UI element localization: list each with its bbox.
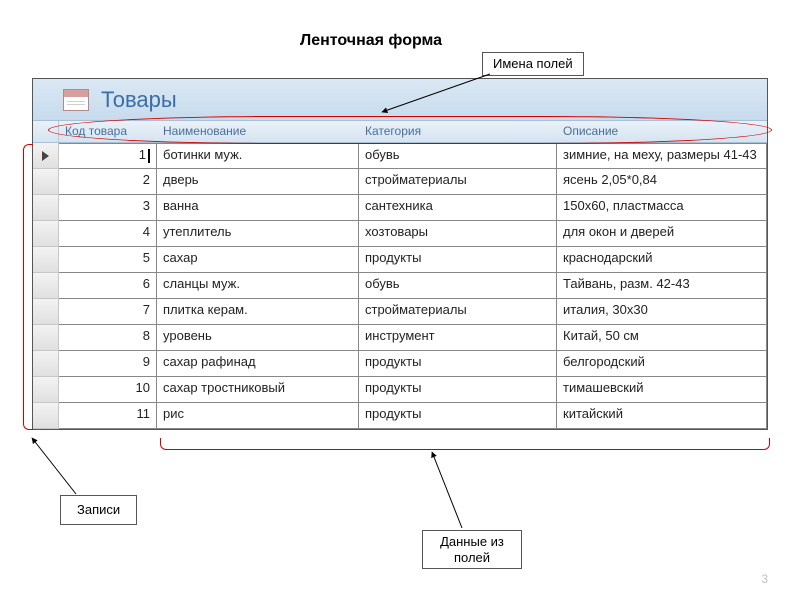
callout-field-names: Имена полей [482, 52, 584, 76]
column-header-row: Код товара Наименование Категория Описан… [33, 121, 767, 143]
cell-id[interactable]: 7 [59, 299, 157, 325]
cell-id[interactable]: 9 [59, 351, 157, 377]
cell-category[interactable]: продукты [359, 377, 557, 403]
page-number: 3 [761, 572, 768, 586]
row-selector[interactable] [33, 195, 59, 221]
form-window: Товары Код товара Наименование Категория… [32, 78, 768, 430]
cell-name[interactable]: сланцы муж. [157, 273, 359, 299]
page-title: Ленточная форма [300, 32, 442, 50]
cell-category[interactable]: продукты [359, 247, 557, 273]
table-row[interactable]: 8уровеньинструментКитай, 50 см [33, 325, 767, 351]
cell-category[interactable]: продукты [359, 403, 557, 429]
cell-description[interactable]: Тайвань, разм. 42-43 [557, 273, 767, 299]
table-row[interactable]: 9сахар рафинадпродуктыбелгородский [33, 351, 767, 377]
rows-container: 1ботинки муж.обувьзимние, на меху, разме… [33, 143, 767, 429]
cell-description[interactable]: 150х60, пластмасса [557, 195, 767, 221]
annotation-data-bracket [160, 438, 770, 450]
row-selector[interactable] [33, 299, 59, 325]
cell-name[interactable]: ботинки муж. [157, 143, 359, 169]
row-selector[interactable] [33, 403, 59, 429]
cell-description[interactable]: тимашевский [557, 377, 767, 403]
cell-id[interactable]: 5 [59, 247, 157, 273]
cell-name[interactable]: утеплитель [157, 221, 359, 247]
form-title: Товары [101, 87, 177, 113]
callout-records: Записи [60, 495, 137, 525]
table-row[interactable]: 2дверьстройматериалыясень 2,05*0,84 [33, 169, 767, 195]
cell-category[interactable]: обувь [359, 143, 557, 169]
cell-category[interactable]: обувь [359, 273, 557, 299]
row-selector[interactable] [33, 247, 59, 273]
current-row-indicator-icon [42, 151, 49, 161]
cell-description[interactable]: Китай, 50 см [557, 325, 767, 351]
cell-name[interactable]: сахар рафинад [157, 351, 359, 377]
cell-name[interactable]: рис [157, 403, 359, 429]
table-row[interactable]: 4утеплительхозтоварыдля окон и дверей [33, 221, 767, 247]
table-row[interactable]: 6сланцы муж.обувьТайвань, разм. 42-43 [33, 273, 767, 299]
cell-name[interactable]: сахар [157, 247, 359, 273]
cell-category[interactable]: инструмент [359, 325, 557, 351]
selector-header [33, 121, 59, 142]
row-selector[interactable] [33, 351, 59, 377]
cell-description[interactable]: китайский [557, 403, 767, 429]
callout-field-data: Данные из полей [422, 530, 522, 569]
cell-category[interactable]: сантехника [359, 195, 557, 221]
cell-id[interactable]: 4 [59, 221, 157, 247]
text-cursor-icon [148, 149, 150, 163]
cell-description[interactable]: ясень 2,05*0,84 [557, 169, 767, 195]
table-row[interactable]: 5сахарпродуктыкраснодарский [33, 247, 767, 273]
cell-id[interactable]: 1 [59, 143, 157, 169]
cell-id[interactable]: 6 [59, 273, 157, 299]
table-row[interactable]: 3ваннасантехника150х60, пластмасса [33, 195, 767, 221]
cell-id[interactable]: 2 [59, 169, 157, 195]
row-selector[interactable] [33, 325, 59, 351]
col-header-description[interactable]: Описание [557, 121, 767, 142]
cell-name[interactable]: сахар тростниковый [157, 377, 359, 403]
cell-id[interactable]: 11 [59, 403, 157, 429]
row-selector[interactable] [33, 169, 59, 195]
datasheet-icon [63, 89, 89, 111]
form-header: Товары [33, 79, 767, 121]
cell-description[interactable]: белгородский [557, 351, 767, 377]
col-header-id[interactable]: Код товара [59, 121, 157, 142]
row-selector[interactable] [33, 221, 59, 247]
table-row[interactable]: 7плитка керам.стройматериалыиталия, 30х3… [33, 299, 767, 325]
col-header-name[interactable]: Наименование [157, 121, 359, 142]
cell-description[interactable]: италия, 30х30 [557, 299, 767, 325]
cell-name[interactable]: ванна [157, 195, 359, 221]
col-header-category[interactable]: Категория [359, 121, 557, 142]
cell-id[interactable]: 10 [59, 377, 157, 403]
cell-name[interactable]: плитка керам. [157, 299, 359, 325]
cell-category[interactable]: хозтовары [359, 221, 557, 247]
cell-id[interactable]: 8 [59, 325, 157, 351]
row-selector[interactable] [33, 143, 59, 169]
cell-name[interactable]: уровень [157, 325, 359, 351]
cell-category[interactable]: стройматериалы [359, 299, 557, 325]
cell-category[interactable]: стройматериалы [359, 169, 557, 195]
cell-category[interactable]: продукты [359, 351, 557, 377]
row-selector[interactable] [33, 377, 59, 403]
cell-id[interactable]: 3 [59, 195, 157, 221]
cell-description[interactable]: зимние, на меху, размеры 41-43 [557, 143, 767, 169]
table-row[interactable]: 11риспродуктыкитайский [33, 403, 767, 429]
row-selector[interactable] [33, 273, 59, 299]
cell-description[interactable]: краснодарский [557, 247, 767, 273]
cell-name[interactable]: дверь [157, 169, 359, 195]
table-row[interactable]: 10сахар тростниковыйпродуктытимашевский [33, 377, 767, 403]
cell-description[interactable]: для окон и дверей [557, 221, 767, 247]
table-row[interactable]: 1ботинки муж.обувьзимние, на меху, разме… [33, 143, 767, 169]
